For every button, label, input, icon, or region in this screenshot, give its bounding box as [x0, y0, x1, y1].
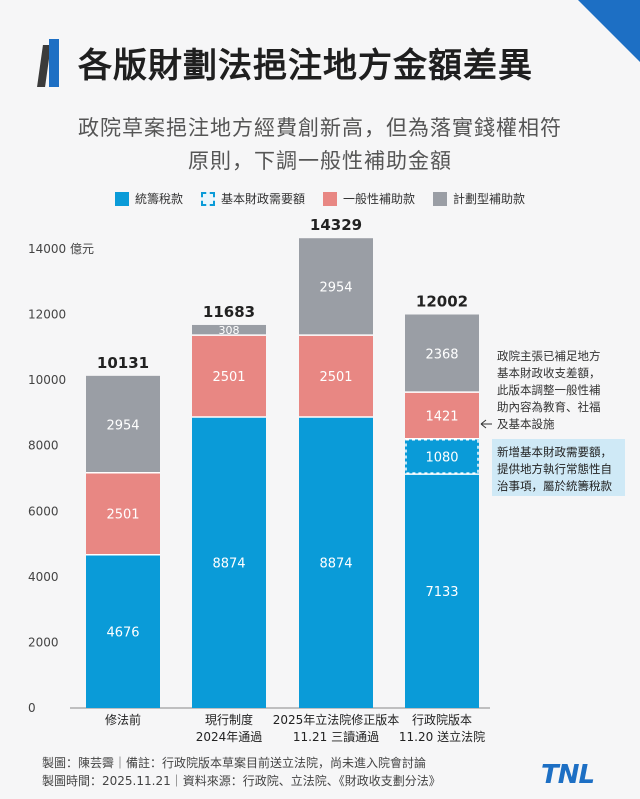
- legend-item-tax: 統籌稅款: [114, 190, 183, 207]
- total-label: 12002: [416, 293, 468, 311]
- x-tick-label: 修法前: [105, 712, 141, 727]
- legend-swatch: [433, 191, 448, 206]
- bar-segment: [405, 438, 479, 475]
- bar-segment: [86, 375, 160, 473]
- data-label: 1080: [425, 450, 458, 465]
- footer-credit: 製圖：陳芸霽｜備註：行政院版本草案目前送立法院，尚未進入院會討論: [42, 756, 427, 770]
- subtitle-line: 政院草案挹注地方經費創新高，但為落實錢權相符: [78, 116, 562, 140]
- x-tick-label: 現行制度: [205, 712, 253, 727]
- bar-segment: [86, 554, 160, 708]
- footer: 製圖：陳芸霽｜備註：行政院版本草案目前送立法院，尚未進入院會討論 製圖時間：20…: [42, 754, 441, 790]
- annotation-arrowhead: [480, 419, 487, 429]
- legend-label: 計劃型補助款: [453, 192, 526, 206]
- y-tick-label: 8000: [28, 439, 59, 453]
- bar-segment: [405, 474, 479, 708]
- data-label: 1421: [425, 409, 458, 424]
- data-label: 8874: [212, 557, 245, 572]
- subtitle-line: 原則，下調一般性補助金額: [188, 149, 452, 173]
- annotation-text: 提供地方執行常態性自: [497, 462, 612, 476]
- bar-segment: [299, 238, 373, 336]
- bar-segment-outline: [405, 438, 479, 474]
- footer-source: 製圖時間：2025.11.21｜資料來源：行政院、立法院、《財政收支劃分法》: [42, 774, 441, 788]
- legend-label: 基本財政需要額: [220, 192, 305, 206]
- bar-segment: [299, 335, 373, 418]
- legend-swatch: [200, 191, 215, 206]
- chart-title: 各版財劃法挹注地方金額差異: [78, 46, 533, 86]
- data-label: 2368: [425, 347, 458, 362]
- bar-segment: [299, 417, 373, 708]
- data-label: 2501: [319, 370, 352, 385]
- bar-segment: [192, 335, 266, 418]
- annotation-text: 基本財政收支差額，: [497, 366, 601, 380]
- y-tick-label: 10000: [28, 373, 66, 387]
- legend-swatch: [323, 191, 337, 206]
- y-tick-label: 6000: [28, 504, 59, 518]
- chart-subtitle: 政院草案挹注地方經費創新高，但為落實錢權相符 原則，下調一般性補助金額: [0, 112, 640, 178]
- bar-segment: [192, 417, 266, 708]
- data-label: 7133: [425, 585, 458, 600]
- legend: 統籌稅款 基本財政需要額 一般性補助款 計劃型補助款: [0, 190, 640, 207]
- legend-swatch: [114, 191, 129, 206]
- total-label: 10131: [97, 354, 149, 372]
- bar-segment: [192, 324, 266, 336]
- y-tick-label: 14000 億元: [28, 242, 94, 256]
- x-tick-label: 2025年立法院修正版本: [273, 712, 400, 727]
- y-tick-label: 4000: [28, 570, 59, 584]
- annotation-highlight: [492, 439, 625, 496]
- data-label: 4676: [106, 625, 139, 640]
- bar-segment: [405, 392, 479, 439]
- y-tick-label: 0: [28, 701, 36, 715]
- legend-item-basic-need: 基本財政需要額: [200, 190, 305, 207]
- annotation-text: 此版本調整一般性補: [497, 383, 601, 397]
- stacked-bar-chart: 0 2000 4000 6000 8000 10000 12000 14000 億元 4676 2…: [28, 216, 625, 744]
- annotation-text: 新增基本財政需要額，: [497, 445, 612, 459]
- total-label: 14329: [310, 216, 362, 234]
- x-tick-label: 行政院版本: [412, 713, 472, 727]
- title-block: 各版財劃法挹注地方金額差異: [37, 38, 533, 87]
- x-tick-sublabel: 11.20 送立法院: [399, 729, 485, 744]
- data-label: 8874: [319, 557, 352, 572]
- x-tick-sublabel: 11.21 三讀通過: [293, 730, 379, 744]
- annotation-text: 政院主張已補足地方: [497, 349, 601, 363]
- legend-item-plan-subsidy: 計劃型補助款: [433, 190, 525, 207]
- legend-label: 統籌稅款: [134, 192, 183, 206]
- title-mark-icon: [37, 38, 62, 87]
- y-tick-label: 2000: [28, 635, 59, 649]
- annotation-text: 助內容為教育、社福: [497, 400, 601, 414]
- y-tick-label: 12000: [28, 308, 66, 322]
- data-label: 2954: [319, 281, 352, 296]
- corner-accent: [578, 0, 640, 62]
- data-label: 2501: [106, 508, 139, 523]
- data-label: 308: [219, 324, 240, 337]
- brand-logo: TNL: [541, 760, 595, 790]
- annotation-text: 治事項，屬於統籌稅款: [497, 479, 612, 493]
- total-label: 11683: [203, 303, 255, 321]
- bar-segment: [86, 472, 160, 555]
- legend-label: 一般性補助款: [343, 192, 416, 206]
- annotation-text: 及基本設施: [497, 417, 555, 431]
- legend-item-general-subsidy: 一般性補助款: [323, 190, 415, 207]
- data-label: 2954: [106, 418, 139, 433]
- x-tick-sublabel: 2024年通過: [196, 730, 263, 744]
- bar-segment: [405, 314, 479, 393]
- data-label: 2501: [212, 370, 245, 385]
